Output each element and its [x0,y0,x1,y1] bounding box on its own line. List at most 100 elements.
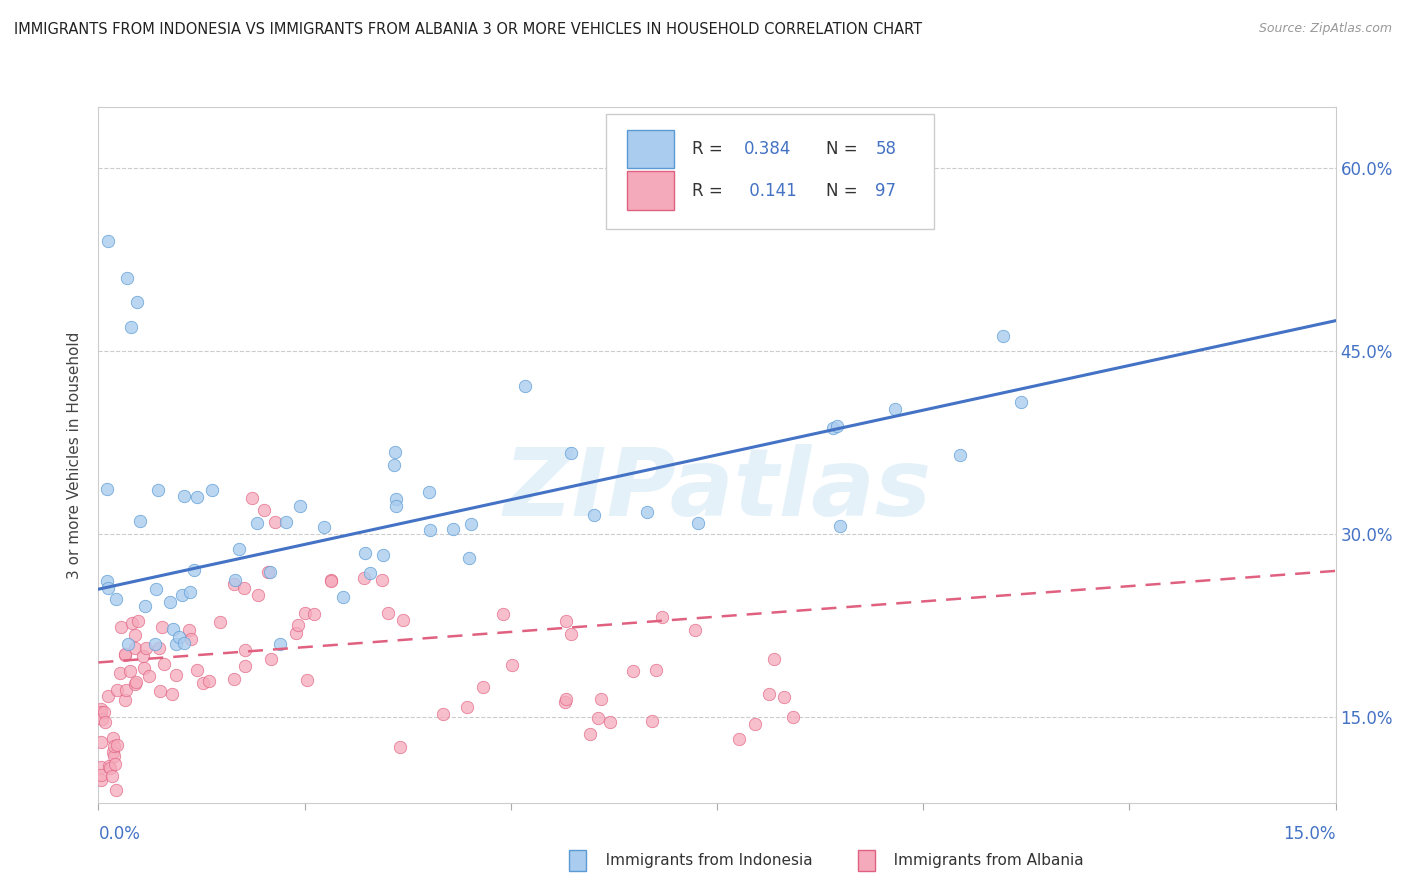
Point [93,705,115,719]
Point [302,607,325,621]
Point [233,643,256,657]
Point [127,614,149,628]
Point [114,648,136,662]
Text: 97: 97 [876,182,897,200]
Point [97,235,120,249]
Point [458,551,481,566]
Point [115,271,138,285]
Text: R =: R = [692,140,728,158]
Point [100,769,122,783]
Point [269,637,291,651]
Point [165,667,187,681]
Point [173,489,195,503]
Point [117,637,139,651]
Point [385,499,408,513]
Point [135,640,157,655]
Point [371,548,394,562]
Point [359,566,381,581]
Text: 58: 58 [876,140,897,158]
Point [821,421,844,435]
Point [153,657,176,672]
Point [114,682,136,697]
Point [560,446,582,460]
Point [114,648,136,662]
Point [259,565,281,579]
Point [170,588,193,602]
Point [134,661,156,675]
FancyBboxPatch shape [627,129,673,168]
Point [127,295,149,310]
Point [377,606,399,620]
Point [120,319,142,334]
Point [578,727,600,741]
Point [148,640,170,655]
Point [224,577,246,591]
Point [418,485,440,500]
Point [167,630,190,644]
Point [150,620,173,634]
Point [149,683,172,698]
Point [98,761,121,775]
Point [110,620,132,634]
Point [107,683,129,698]
Text: Immigrants from Indonesia: Immigrants from Indonesia [591,854,813,868]
Point [388,739,411,754]
Point [456,700,478,714]
Point [385,492,408,507]
Point [392,613,415,627]
Point [146,483,169,497]
Point [165,637,187,651]
Point [224,672,246,686]
Point [555,615,578,629]
Point [554,695,576,709]
Point [90,705,112,719]
Point [825,419,848,434]
Point [264,515,287,529]
Point [143,637,166,651]
Point [260,651,283,665]
Point [201,483,224,497]
Point [90,768,112,782]
Point [621,665,644,679]
Point [285,626,308,640]
Point [321,574,343,589]
Point [145,582,167,597]
Point [441,522,464,536]
Point [134,599,156,614]
Point [828,519,851,533]
Point [173,636,195,650]
Point [555,692,578,706]
FancyBboxPatch shape [606,114,934,229]
Point [294,606,316,620]
Point [728,732,751,747]
Point [105,592,128,607]
Point [98,758,121,772]
Point [138,669,160,683]
Point [132,649,155,664]
Point [686,516,709,530]
Point [96,574,118,588]
Point [382,458,405,472]
Point [224,573,246,587]
Point [513,379,536,393]
Point [90,772,112,787]
Point [501,658,523,673]
Point [586,710,609,724]
Point [101,731,124,745]
Point [773,690,796,705]
Text: Source: ZipAtlas.com: Source: ZipAtlas.com [1258,22,1392,36]
Point [228,541,250,556]
Text: 0.384: 0.384 [744,140,792,158]
Point [105,738,128,752]
Point [159,595,181,609]
Point [179,632,201,646]
Point [197,673,219,688]
Point [274,515,297,529]
Point [90,702,112,716]
Point [641,714,664,729]
Text: 0.141: 0.141 [744,182,797,200]
FancyBboxPatch shape [627,171,673,210]
Point [949,448,972,462]
Point [232,581,254,595]
Point [636,505,658,519]
